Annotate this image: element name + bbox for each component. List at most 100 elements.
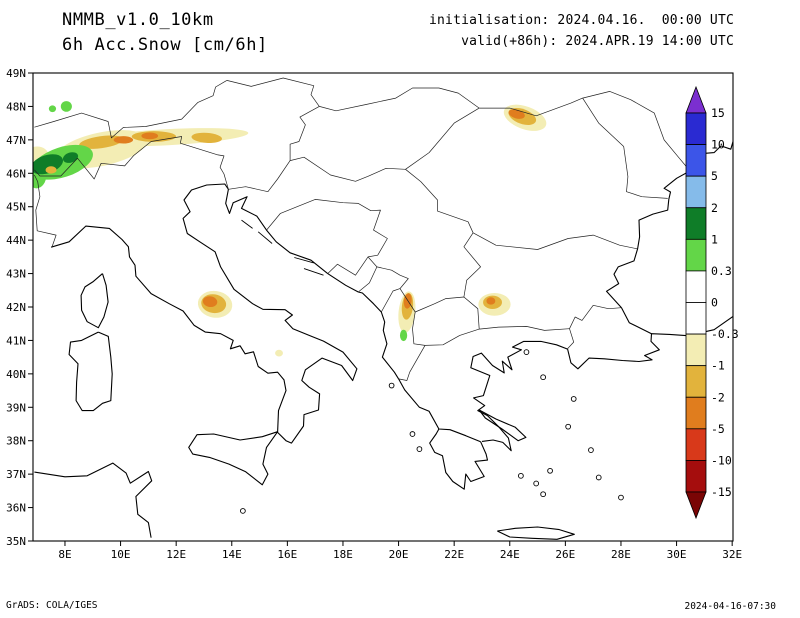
colorbar-label: -15 xyxy=(711,485,732,499)
lon-tick-label: 28E xyxy=(611,548,631,561)
colorbar-label: -2 xyxy=(711,390,725,404)
border-layer xyxy=(34,77,690,381)
snow-patch xyxy=(275,349,283,357)
islet-outline xyxy=(518,472,524,479)
country-border-path xyxy=(566,328,575,350)
coastline-path xyxy=(429,428,489,490)
snow-patch xyxy=(399,329,408,342)
colorbar-label: 2 xyxy=(711,201,718,215)
colorbar-label: 10 xyxy=(711,138,725,152)
lat-tick-label: 36N xyxy=(6,502,26,515)
snow-patch xyxy=(486,297,496,305)
lon-tick-label: 10E xyxy=(111,548,131,561)
colorbar-label: 5 xyxy=(711,169,718,183)
country-border-path xyxy=(34,174,57,248)
coastline-layer xyxy=(34,141,733,540)
colorbar: 15 10 5 2 1 0.3 0 -0.3 -1 -2 -5 -10 -15 xyxy=(685,85,739,520)
lon-tick-label: 24E xyxy=(500,548,520,561)
coastline-path xyxy=(68,331,113,412)
lon-tick-label: 22E xyxy=(444,548,464,561)
colorbar-label: -10 xyxy=(711,453,732,467)
islet-outline xyxy=(409,431,416,437)
islet-outline xyxy=(388,382,395,389)
lon-tick-label: 12E xyxy=(166,548,186,561)
country-border-path xyxy=(398,345,426,381)
islet-outline xyxy=(565,423,571,430)
colorbar-arrow-top xyxy=(685,85,707,114)
snow-patch xyxy=(60,101,72,112)
lat-tick-label: 39N xyxy=(6,401,26,414)
creation-timestamp: 2024-04-16-07:30 xyxy=(684,601,776,612)
country-border-path xyxy=(424,328,480,346)
lon-tick-label: 16E xyxy=(277,548,297,561)
snow-patch xyxy=(141,132,159,140)
lat-tick-label: 43N xyxy=(6,268,26,281)
islet-outline xyxy=(416,446,423,452)
colorbar-segment xyxy=(685,396,707,430)
islet-outline xyxy=(570,396,577,402)
island-coast-path xyxy=(303,268,324,276)
coastline-path xyxy=(34,462,153,538)
coastline-path xyxy=(188,431,279,486)
colorbar-segment xyxy=(685,270,707,303)
colorbar-label: 0 xyxy=(711,296,718,310)
colorbar-label: 15 xyxy=(711,106,725,120)
country-border-path xyxy=(380,288,426,346)
colorbar-segment xyxy=(685,333,707,367)
country-border-path xyxy=(289,106,320,161)
country-border-path xyxy=(479,326,570,331)
colorbar-segment xyxy=(685,207,707,240)
product-name: 6h Acc.Snow [cm/6h] xyxy=(62,35,268,55)
country-border-path xyxy=(582,97,668,199)
colorbar-label: 0.3 xyxy=(711,264,732,278)
islet-outline xyxy=(540,374,546,381)
country-border-path xyxy=(228,160,291,193)
lat-tick-label: 48N xyxy=(6,100,26,113)
country-border-path xyxy=(266,199,388,276)
snow-patch xyxy=(508,109,525,119)
island-coast-path xyxy=(257,231,273,244)
country-border-path xyxy=(463,232,481,298)
colorbar-segment xyxy=(685,238,707,272)
islet-outline xyxy=(523,349,530,355)
colorbar-arrow-bottom xyxy=(685,491,707,520)
colorbar-segment xyxy=(685,144,707,177)
snow-patch xyxy=(79,135,124,149)
valid-time: valid(+86h): 2024.APR.19 14:00 UTC xyxy=(461,34,734,49)
colorbar-label: -0.3 xyxy=(711,327,739,341)
colorbar-segment xyxy=(685,460,707,493)
country-border-path xyxy=(569,304,622,329)
country-border-path xyxy=(472,232,638,250)
islet-outline xyxy=(547,467,553,474)
islet-outline xyxy=(540,491,546,498)
lon-tick-label: 30E xyxy=(667,548,687,561)
colorbar-segment xyxy=(685,175,707,209)
islet-outline xyxy=(588,447,594,453)
country-border-path xyxy=(376,266,409,289)
coastline-path xyxy=(50,183,358,444)
coastline-path xyxy=(80,273,109,329)
colorbar-label: -5 xyxy=(711,422,725,436)
colorbar-segment xyxy=(685,302,707,335)
country-border-path xyxy=(34,136,229,190)
coastline-path xyxy=(478,409,527,442)
axes-layer: 49N 48N 47N 46N 45N 44N 43N 42N 41N 40N 39N 38N 37N 3… xyxy=(6,67,742,561)
country-border-path xyxy=(479,91,690,171)
colorbar-label: 1 xyxy=(711,232,718,246)
lon-tick-label: 14E xyxy=(222,548,242,561)
snow-patch xyxy=(45,166,57,174)
coastline-path xyxy=(497,526,575,540)
lon-tick-label: 32E xyxy=(722,548,742,561)
lat-tick-label: 42N xyxy=(6,301,26,314)
lon-tick-label: 8E xyxy=(58,548,71,561)
islet-outline xyxy=(533,480,540,487)
islet-outline xyxy=(240,508,246,514)
colorbar-segment xyxy=(685,428,707,461)
country-border-path xyxy=(358,256,378,293)
snow-patch xyxy=(113,136,134,144)
lat-tick-label: 37N xyxy=(6,468,26,481)
shaded-patches-layer xyxy=(33,101,547,357)
island-coast-path xyxy=(241,219,253,229)
